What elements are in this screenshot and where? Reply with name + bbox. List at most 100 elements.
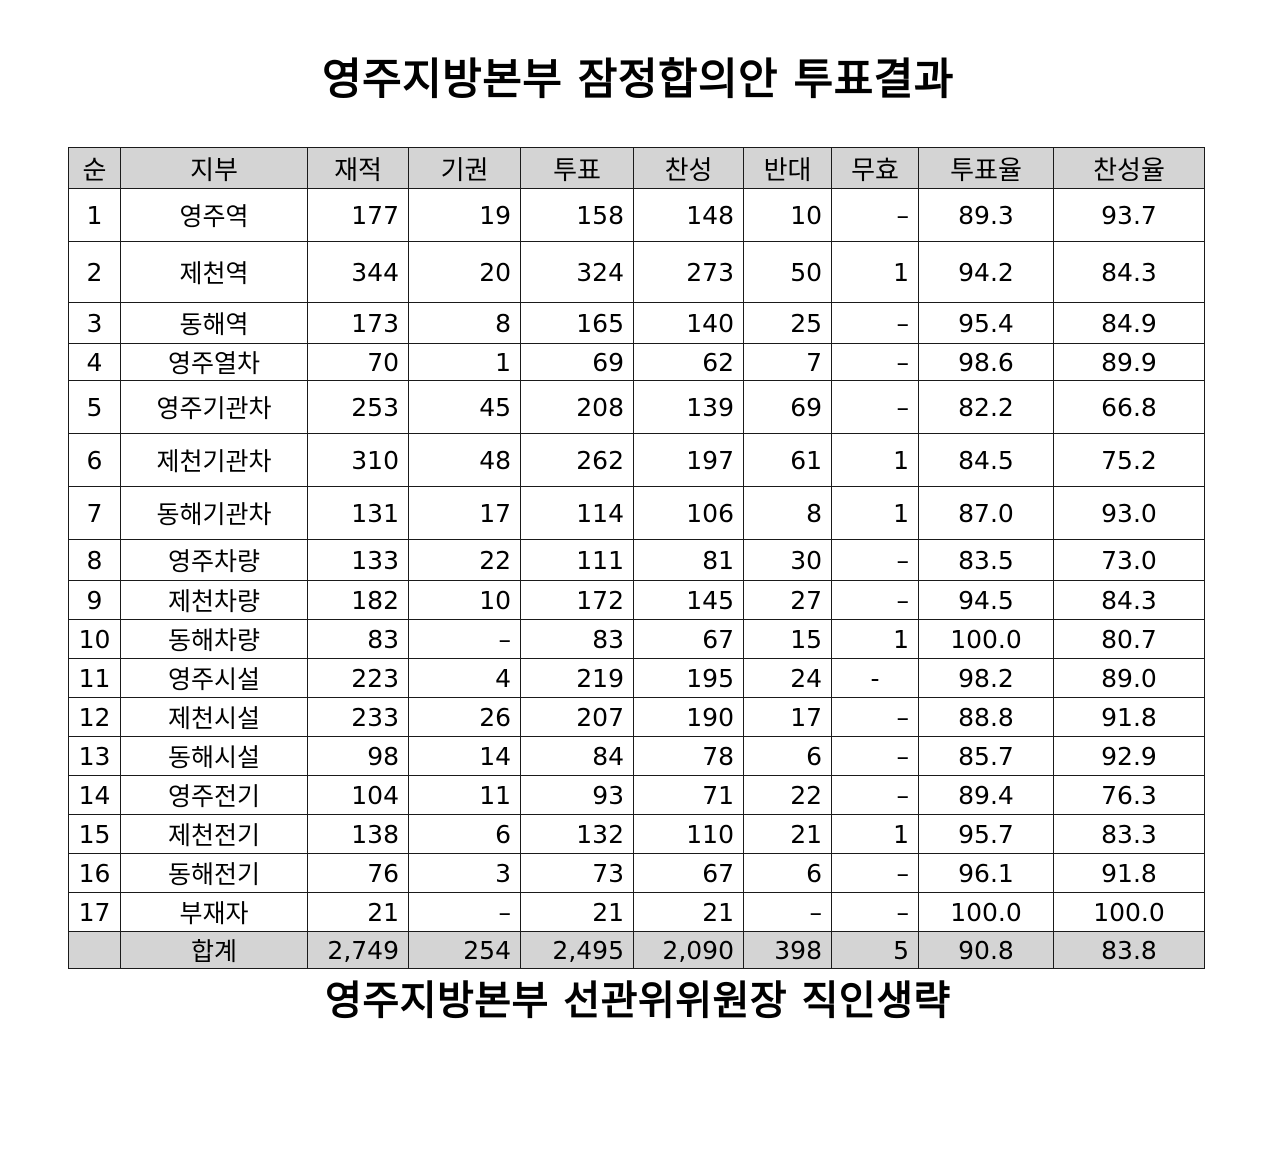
cell-yes: 139 <box>633 380 744 434</box>
table-row: 11 영주시설 223 4 219 195 24-98.2 89.0 <box>68 658 1205 698</box>
cell-yes: 81 <box>633 539 744 581</box>
total-cell-reg: 2,749 <box>307 931 409 969</box>
cell-no: 15 <box>743 619 832 659</box>
cell-trate: 94.5 <box>918 580 1054 620</box>
cell-org: 영주시설 <box>120 658 308 698</box>
cell-seq: 10 <box>68 619 121 659</box>
cell-inv: – <box>831 853 919 893</box>
cell-trate: 89.4 <box>918 775 1054 815</box>
cell-inv: – <box>831 736 919 776</box>
cell-seq: 4 <box>68 343 121 381</box>
cell-org: 제천전기 <box>120 814 308 854</box>
cell-inv: – <box>831 580 919 620</box>
table-row: 8 영주차량 133 22 111 81 30–83.5 73.0 <box>68 539 1205 581</box>
table-row: 17 부재자 21–21 21– –100.0 100.0 <box>68 892 1205 932</box>
cell-abs: – <box>408 892 521 932</box>
cell-inv: – <box>831 775 919 815</box>
total-cell-abs: 254 <box>408 931 521 969</box>
cell-org: 영주열차 <box>120 343 308 381</box>
table-row: 2 제천역 344 20 324 273 50 1 94.2 84.3 <box>68 241 1205 303</box>
cell-no: 10 <box>743 188 832 242</box>
total-cell-org: 합계 <box>120 931 308 969</box>
cell-reg: 182 <box>307 580 409 620</box>
cell-no: 69 <box>743 380 832 434</box>
cell-seq: 6 <box>68 433 121 487</box>
column-header-seq: 순 <box>68 147 121 189</box>
cell-yes: 197 <box>633 433 744 487</box>
cell-reg: 138 <box>307 814 409 854</box>
cell-trate: 89.3 <box>918 188 1054 242</box>
cell-no: 27 <box>743 580 832 620</box>
cell-vot: 324 <box>520 241 634 303</box>
cell-abs: 45 <box>408 380 521 434</box>
cell-abs: 4 <box>408 658 521 698</box>
table-body: 1 영주역 177 19 158 148 10–89.3 93.7 2 제천역 344 20 324 27… <box>68 188 1205 969</box>
cell-org: 영주차량 <box>120 539 308 581</box>
cell-inv: – <box>831 380 919 434</box>
column-header-reg: 재적 <box>307 147 409 189</box>
cell-yrate: 89.9 <box>1053 343 1205 381</box>
cell-abs: 8 <box>408 302 521 344</box>
cell-org: 영주전기 <box>120 775 308 815</box>
cell-reg: 131 <box>307 486 409 540</box>
cell-seq: 3 <box>68 302 121 344</box>
cell-inv: 1 <box>831 486 919 540</box>
cell-abs: 3 <box>408 853 521 893</box>
cell-inv: 1 <box>831 619 919 659</box>
cell-yrate: 91.8 <box>1053 697 1205 737</box>
cell-abs: 19 <box>408 188 521 242</box>
cell-no: 50 <box>743 241 832 303</box>
cell-trate: 98.2 <box>918 658 1054 698</box>
cell-trate: 95.7 <box>918 814 1054 854</box>
cell-yrate: 83.3 <box>1053 814 1205 854</box>
cell-org: 동해전기 <box>120 853 308 893</box>
cell-reg: 104 <box>307 775 409 815</box>
column-header-inv: 무효 <box>831 147 919 189</box>
cell-yes: 140 <box>633 302 744 344</box>
cell-abs: 11 <box>408 775 521 815</box>
cell-reg: 223 <box>307 658 409 698</box>
cell-vot: 208 <box>520 380 634 434</box>
cell-abs: 14 <box>408 736 521 776</box>
cell-trate: 96.1 <box>918 853 1054 893</box>
total-cell-vot: 2,495 <box>520 931 634 969</box>
vote-results-table: 순 지부 재적 기권 투표 찬성 반대 무효 투표율 찬성율 1 영주역 177 19… <box>68 147 1205 969</box>
cell-no: 6 <box>743 853 832 893</box>
table-row: 10 동해차량 83–83 67 15 1 100.0 80.7 <box>68 619 1205 659</box>
table-row: 12 제천시설 233 26 207 190 17–88.8 91.8 <box>68 697 1205 737</box>
cell-yrate: 93.7 <box>1053 188 1205 242</box>
cell-yrate: 93.0 <box>1053 486 1205 540</box>
cell-inv: 1 <box>831 241 919 303</box>
total-cell-seq <box>68 931 121 969</box>
table-row: 13 동해시설 98 14 84 78 6–85.7 92.9 <box>68 736 1205 776</box>
cell-yes: 62 <box>633 343 744 381</box>
cell-reg: 21 <box>307 892 409 932</box>
cell-reg: 233 <box>307 697 409 737</box>
cell-abs: 22 <box>408 539 521 581</box>
cell-yrate: 84.9 <box>1053 302 1205 344</box>
cell-yes: 195 <box>633 658 744 698</box>
cell-yrate: 100.0 <box>1053 892 1205 932</box>
cell-vot: 172 <box>520 580 634 620</box>
cell-yrate: 84.3 <box>1053 241 1205 303</box>
cell-yrate: 84.3 <box>1053 580 1205 620</box>
cell-no: 25 <box>743 302 832 344</box>
cell-reg: 173 <box>307 302 409 344</box>
cell-abs: 6 <box>408 814 521 854</box>
cell-vot: 165 <box>520 302 634 344</box>
column-header-vot: 투표 <box>520 147 634 189</box>
cell-reg: 76 <box>307 853 409 893</box>
cell-yes: 78 <box>633 736 744 776</box>
cell-reg: 310 <box>307 433 409 487</box>
cell-trate: 87.0 <box>918 486 1054 540</box>
cell-yes: 148 <box>633 188 744 242</box>
cell-org: 제천기관차 <box>120 433 308 487</box>
table-row: 1 영주역 177 19 158 148 10–89.3 93.7 <box>68 188 1205 242</box>
cell-yrate: 80.7 <box>1053 619 1205 659</box>
cell-org: 동해역 <box>120 302 308 344</box>
cell-trate: 83.5 <box>918 539 1054 581</box>
cell-yrate: 91.8 <box>1053 853 1205 893</box>
page-title: 영주지방본부 잠정합의안 투표결과 <box>322 55 954 105</box>
cell-trate: 84.5 <box>918 433 1054 487</box>
table-row: 3 동해역 173 8 165 140 25–95.4 84.9 <box>68 302 1205 344</box>
